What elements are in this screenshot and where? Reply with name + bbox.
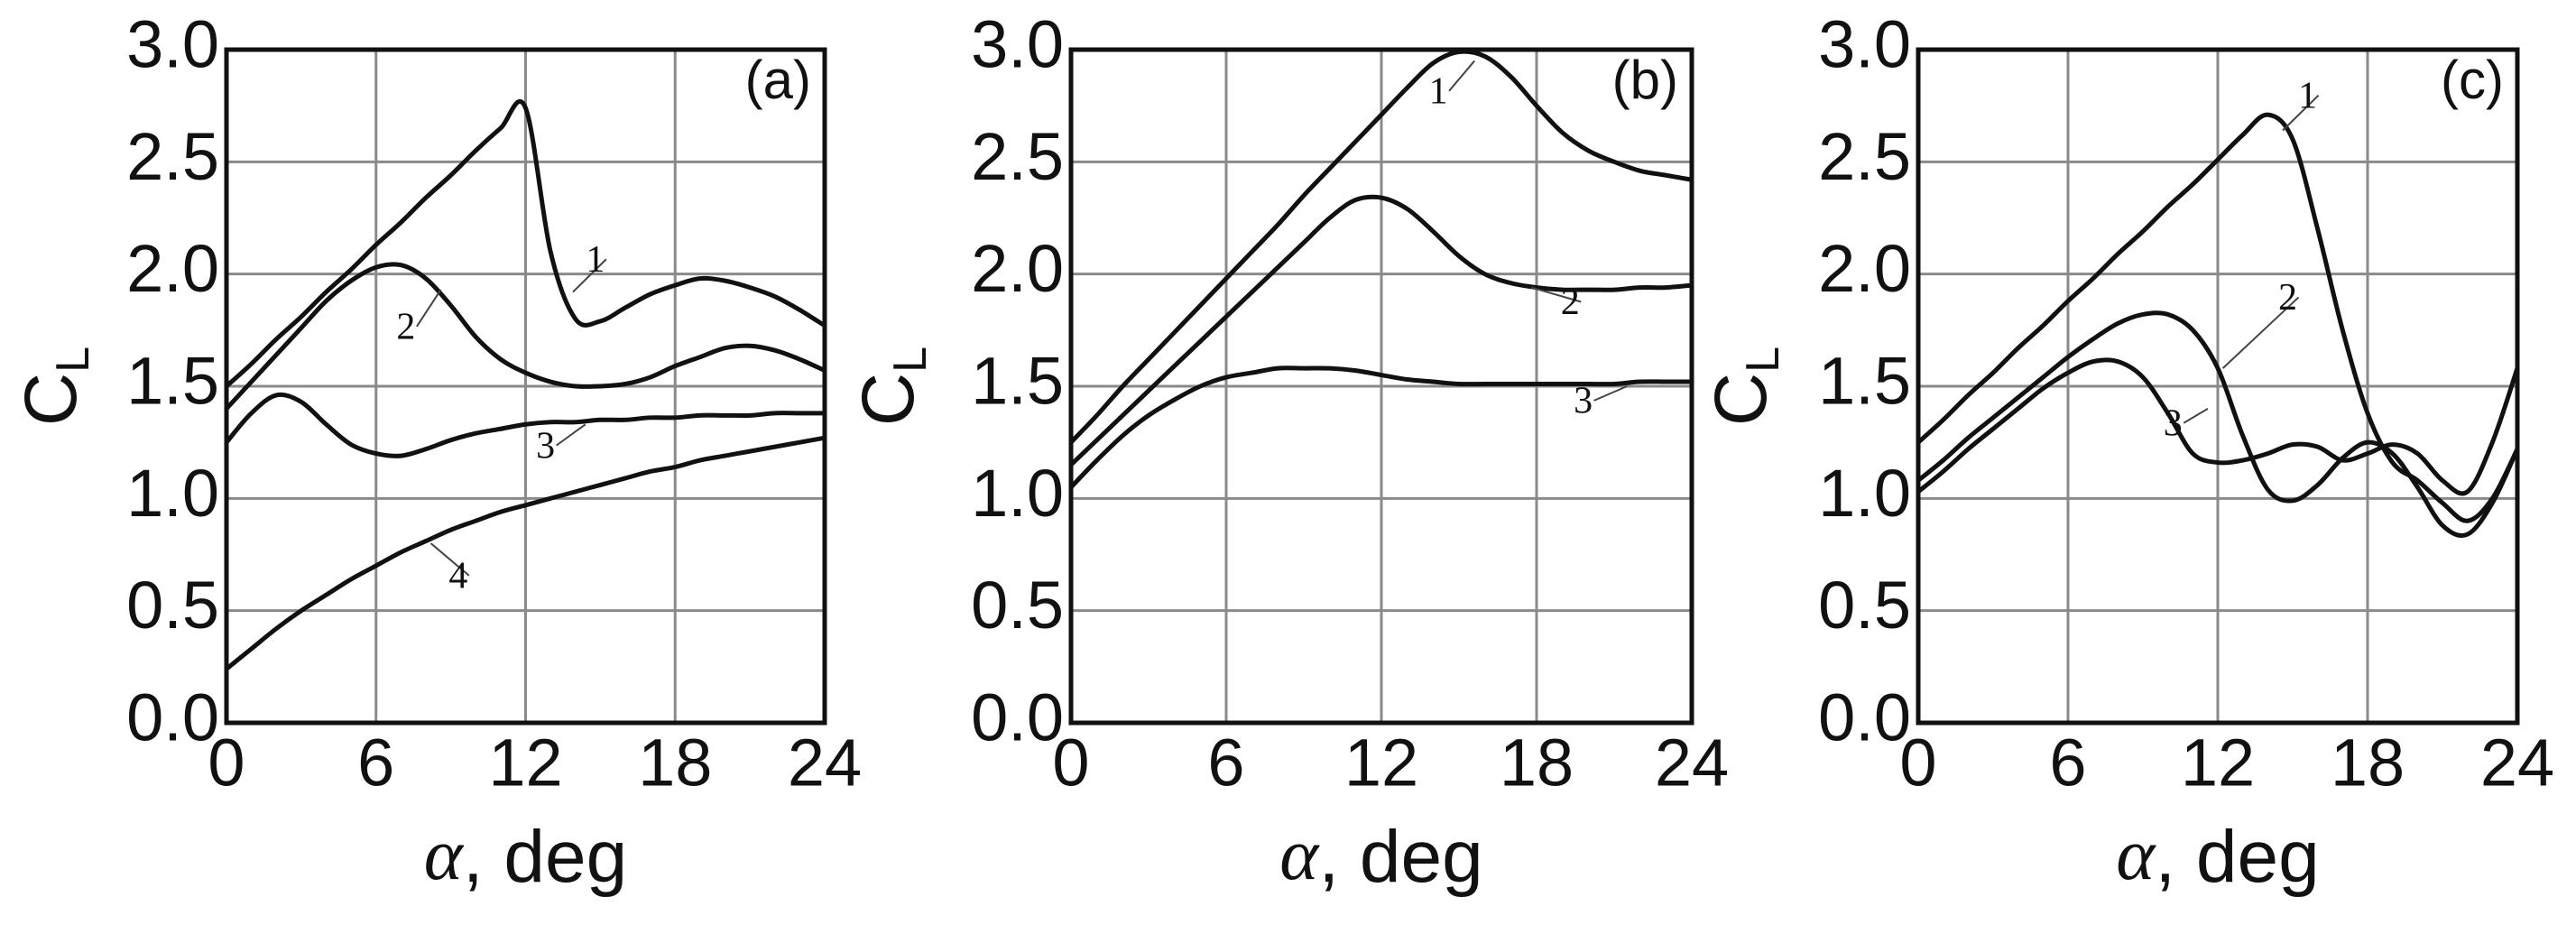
curve-label: 3 xyxy=(536,425,555,467)
curve xyxy=(225,262,826,411)
x-tick-label: 24 xyxy=(2480,726,2554,800)
y-tick-label: 3.0 xyxy=(971,7,1064,82)
y-tick-label: 2.5 xyxy=(971,119,1064,194)
x-axis-symbol: α xyxy=(424,813,465,895)
y-tick-label: 3.0 xyxy=(126,7,219,82)
y-tick-label: 1.0 xyxy=(126,456,219,531)
curve-label-leader xyxy=(2183,408,2209,424)
x-axis-symbol: α xyxy=(2116,813,2156,895)
curve-label: 3 xyxy=(1574,381,1593,422)
y-tick-label: 2.5 xyxy=(1818,119,1911,194)
x-tick-label: 18 xyxy=(1500,726,1574,800)
plot-frame xyxy=(1068,47,1694,726)
y-tick-label: 0.0 xyxy=(971,680,1064,755)
curve-label-leader xyxy=(1593,385,1628,402)
x-tick-label: 0 xyxy=(1899,726,1936,800)
y-tick-label: 2.0 xyxy=(1818,231,1911,306)
x-tick-label: 24 xyxy=(1655,726,1729,800)
y-tick-label: 0.5 xyxy=(126,568,219,643)
curve xyxy=(225,435,826,671)
x-tick-label: 12 xyxy=(1344,726,1418,800)
y-axis-subscript: L xyxy=(884,347,937,373)
x-axis-unit: , deg xyxy=(2155,816,2319,898)
panel-label: (c) xyxy=(2441,50,2504,110)
x-tick-label: 6 xyxy=(2049,726,2086,800)
y-tick-label: 1.0 xyxy=(1818,456,1911,531)
y-axis-symbol: C xyxy=(847,373,929,426)
curve xyxy=(1069,365,1692,489)
curve-label-leader xyxy=(556,423,586,447)
y-tick-label: 0.5 xyxy=(1818,568,1911,643)
curve-label: 1 xyxy=(586,239,605,281)
curve-label: 2 xyxy=(396,306,415,347)
curve xyxy=(1916,357,2520,496)
x-axis-label: α, deg xyxy=(1279,813,1482,898)
panel-label: (b) xyxy=(1612,50,1678,110)
curve-label: 3 xyxy=(2164,402,2183,444)
y-axis-label: CL xyxy=(10,347,99,426)
x-axis-label: α, deg xyxy=(2116,813,2319,898)
curve-label: 2 xyxy=(2278,277,2297,319)
curve-label: 2 xyxy=(1561,282,1580,323)
curve-label: 1 xyxy=(1429,70,1448,112)
curve xyxy=(225,98,826,388)
y-tick-label: 2.0 xyxy=(126,231,219,306)
y-tick-label: 0.0 xyxy=(126,680,219,755)
x-tick-label: 0 xyxy=(208,726,245,800)
y-tick-label: 1.0 xyxy=(971,456,1064,531)
y-tick-label: 2.0 xyxy=(971,231,1064,306)
y-tick-label: 2.5 xyxy=(126,119,219,194)
y-axis-symbol: C xyxy=(10,373,92,426)
x-tick-label: 18 xyxy=(638,726,712,800)
y-tick-label: 1.5 xyxy=(126,344,219,419)
x-tick-label: 12 xyxy=(2181,726,2255,800)
x-axis-unit: , deg xyxy=(1318,816,1482,898)
y-axis-subscript: L xyxy=(1737,347,1789,373)
y-tick-label: 3.0 xyxy=(1818,7,1911,82)
panel-label: (a) xyxy=(745,50,811,110)
curve-label-leader xyxy=(2221,296,2300,369)
x-axis-label: α, deg xyxy=(424,813,627,898)
x-tick-label: 12 xyxy=(488,726,562,800)
y-tick-label: 1.5 xyxy=(971,344,1064,419)
curve xyxy=(1916,310,2520,539)
curve-label-leader xyxy=(572,258,607,293)
plot-frame xyxy=(1916,47,2520,726)
y-axis-label: CL xyxy=(847,347,937,426)
y-axis-symbol: C xyxy=(1700,373,1782,426)
y-tick-label: 1.5 xyxy=(1818,344,1911,419)
curve-label-leader xyxy=(1448,60,1475,92)
x-tick-label: 6 xyxy=(1207,726,1244,800)
curve xyxy=(1069,49,1693,444)
curve-label-leader xyxy=(1530,286,1582,303)
curve-label: 1 xyxy=(2298,75,2317,116)
x-tick-label: 0 xyxy=(1052,726,1089,800)
curve-label-leader xyxy=(2282,94,2320,132)
curve-label-leader xyxy=(416,289,442,328)
curve-label: 4 xyxy=(448,555,467,596)
x-tick-label: 24 xyxy=(788,726,862,800)
y-tick-label: 0.5 xyxy=(971,568,1064,643)
y-tick-label: 0.0 xyxy=(1818,680,1911,755)
curve xyxy=(225,392,825,458)
x-tick-label: 6 xyxy=(357,726,394,800)
curve-label-leader xyxy=(429,542,470,577)
y-axis-subscript: L xyxy=(47,347,99,373)
curve xyxy=(1069,194,1693,467)
y-axis-label: CL xyxy=(1700,347,1789,426)
x-tick-label: 18 xyxy=(2331,726,2405,800)
x-axis-unit: , deg xyxy=(463,816,627,898)
x-axis-symbol: α xyxy=(1279,813,1320,895)
curve xyxy=(1916,112,2520,523)
